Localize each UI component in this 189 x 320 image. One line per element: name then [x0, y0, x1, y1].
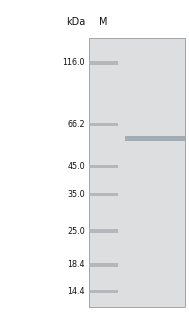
Bar — [89, 229, 118, 233]
Bar — [89, 263, 118, 267]
Bar — [125, 136, 185, 141]
Text: 35.0: 35.0 — [67, 190, 85, 199]
Text: 45.0: 45.0 — [67, 162, 85, 171]
Bar — [89, 165, 118, 169]
Bar — [89, 193, 118, 196]
Text: 18.4: 18.4 — [67, 260, 85, 269]
Text: 116.0: 116.0 — [63, 58, 85, 68]
Bar — [89, 38, 185, 307]
Text: M: M — [99, 17, 108, 27]
Bar — [89, 290, 118, 293]
Bar — [89, 61, 118, 65]
Text: kDa: kDa — [66, 17, 85, 27]
Text: 25.0: 25.0 — [67, 227, 85, 236]
Text: 66.2: 66.2 — [67, 120, 85, 129]
Bar — [89, 123, 118, 126]
Text: 14.4: 14.4 — [67, 287, 85, 296]
